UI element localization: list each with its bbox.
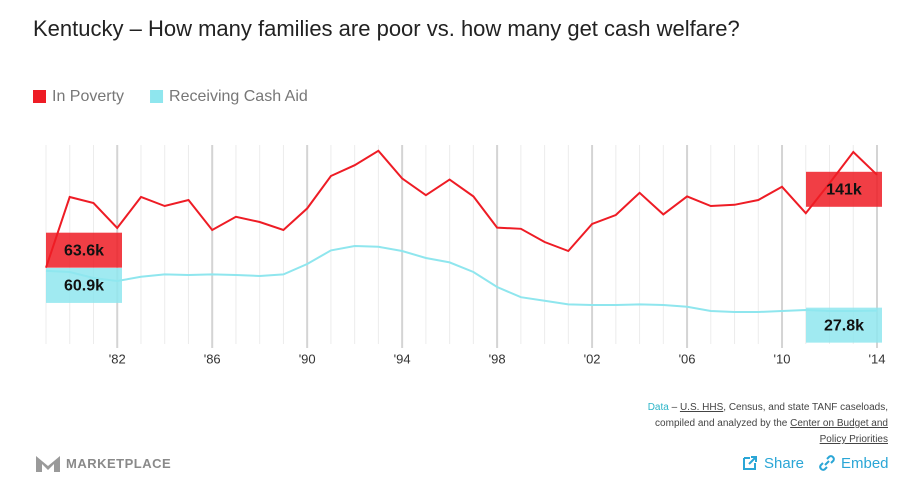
embed-icon [819, 455, 835, 471]
legend-swatch [33, 90, 46, 103]
share-button[interactable]: Share [741, 454, 804, 472]
value-label-box [806, 307, 882, 343]
x-tick-label: '94 [394, 351, 411, 366]
embed-button[interactable]: Embed [818, 454, 889, 472]
button-label[interactable]: Share [764, 454, 805, 472]
x-tick-label: '98 [489, 351, 506, 366]
source-link[interactable]: Policy Priorities [819, 434, 888, 445]
value-label-box [46, 232, 122, 268]
x-tick-label: '14 [869, 351, 886, 366]
value-label: 63.6k [64, 242, 104, 259]
x-tick-label: '86 [204, 351, 221, 366]
value-label: 60.9k [64, 278, 104, 295]
source-link[interactable]: U.S. HHS [679, 402, 724, 413]
button-label[interactable]: Embed [841, 454, 889, 472]
data-line [45, 149, 878, 269]
x-tick-label: '10 [774, 351, 791, 366]
legend-label: In Poverty [52, 88, 124, 105]
value-label-box [46, 267, 122, 303]
value-label-box [806, 171, 882, 207]
brand-logo [36, 456, 60, 472]
x-tick-label: '06 [679, 351, 696, 366]
source-text: compiled and analyzed by the [655, 418, 791, 429]
chart-title: Kentucky – How many families are poor vs… [33, 16, 740, 41]
x-tick-label: '02 [584, 351, 601, 366]
data-line [45, 244, 878, 313]
source-note: Data – U.S. HHS, Census, and state TANF … [648, 400, 888, 448]
legend-swatch [150, 90, 164, 103]
source-text: – [668, 402, 680, 413]
source-text[interactable]: Data [647, 402, 669, 413]
source-text: , Census, and state TANF caseloads, [723, 402, 888, 413]
value-label: 141k [826, 182, 862, 199]
x-tick-label: '82 [109, 351, 126, 366]
legend-label: Receiving Cash Aid [169, 88, 308, 105]
brand-name: MARKETPLACE [66, 455, 172, 471]
source-link[interactable]: Center on Budget and [790, 418, 888, 429]
value-label: 27.8k [824, 317, 864, 334]
share-icon [743, 456, 757, 470]
chart: Kentucky – How many families are poor vs… [33, 16, 886, 366]
x-tick-label: '90 [299, 351, 316, 366]
brand: MARKETPLACE [36, 454, 171, 472]
